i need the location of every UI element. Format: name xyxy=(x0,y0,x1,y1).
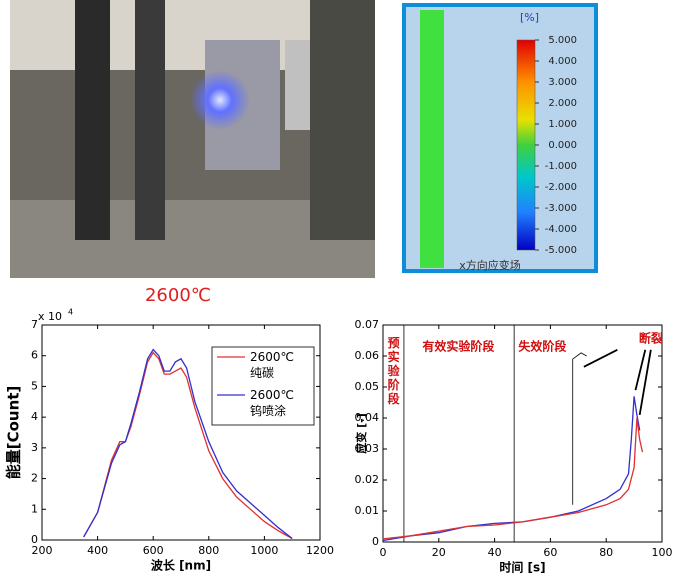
strain-field xyxy=(402,3,598,273)
photo-caption: 2600℃ xyxy=(145,285,211,306)
x-tick-label: 60 xyxy=(543,546,557,559)
y-axis-label: 能量[Count] xyxy=(5,386,23,480)
arrow xyxy=(634,349,647,391)
x-tick-label: 800 xyxy=(198,544,219,557)
y-tick-label: 0.03 xyxy=(355,442,380,455)
pointer xyxy=(572,352,587,505)
y-tick-label: 5 xyxy=(31,379,38,392)
legend-label: 2600℃钨喷涂 xyxy=(250,388,294,418)
legend-box xyxy=(211,346,315,426)
y-tick-label: 0.07 xyxy=(355,318,380,331)
colorbar-tick-label: 5.000 xyxy=(548,35,577,46)
colorbar-tick-label: 1.000 xyxy=(548,119,577,130)
colorbar-unit: [%] xyxy=(520,11,539,24)
colorbar-tick-label: -5.000 xyxy=(545,245,577,256)
data-line xyxy=(382,417,644,540)
strain-field-label: x方向应变场 xyxy=(459,258,521,272)
colorbar-tick-label: 0.000 xyxy=(548,140,577,151)
colorbar-tick-label: -2.000 xyxy=(545,182,577,193)
y-tick-label: 0 xyxy=(31,533,38,546)
x-tick-label: 100 xyxy=(652,546,673,559)
y-tick-label: 0.06 xyxy=(355,349,380,362)
y-scale: x 10 xyxy=(38,310,62,323)
annotation: 预实验阶段 xyxy=(388,336,401,406)
y-axis-label: 应变 [-] xyxy=(354,413,368,453)
y-tick-label: 7 xyxy=(31,318,38,331)
x-axis-label: 时间 [s] xyxy=(499,560,545,575)
colorbar-tick-label: -1.000 xyxy=(545,161,577,172)
data-line xyxy=(83,351,293,540)
colorbar-tick-label: 4.000 xyxy=(548,56,577,67)
plot-area xyxy=(382,324,663,543)
y-tick-label: 0.01 xyxy=(355,504,380,517)
colorbar-tick-label: -3.000 xyxy=(545,203,577,214)
y-tick-label: 1 xyxy=(31,502,38,515)
y-tick-label: 3 xyxy=(31,441,38,454)
x-tick-label: 400 xyxy=(87,544,108,557)
annotation: 断裂 xyxy=(639,331,663,346)
x-tick-label: 1200 xyxy=(306,544,334,557)
annotation: 有效实验阶段 xyxy=(422,339,495,354)
x-tick-label: 600 xyxy=(143,544,164,557)
photo xyxy=(10,0,375,278)
x-axis-label: 波长 [nm] xyxy=(151,558,211,573)
y-scale-exponent: 4 xyxy=(68,308,73,317)
x-tick-label: 0 xyxy=(380,546,387,559)
y-tick-label: 0 xyxy=(372,535,379,548)
arrow xyxy=(638,349,652,416)
legend-label: 2600℃纯碳 xyxy=(250,350,294,380)
x-tick-label: 40 xyxy=(488,546,502,559)
y-tick-label: 4 xyxy=(31,410,38,423)
data-line xyxy=(83,348,293,540)
x-tick-label: 200 xyxy=(32,544,53,557)
arrow xyxy=(583,348,618,368)
y-tick-label: 6 xyxy=(31,349,38,362)
y-tick-label: 0.02 xyxy=(355,473,380,486)
x-tick-label: 20 xyxy=(432,546,446,559)
colorbar-tick-label: -4.000 xyxy=(545,224,577,235)
x-tick-label: 80 xyxy=(599,546,613,559)
colorbar-tick-label: 3.000 xyxy=(548,77,577,88)
y-tick-label: 2 xyxy=(31,472,38,485)
colorbar-tick-label: 2.000 xyxy=(548,98,577,109)
data-line xyxy=(382,396,641,542)
y-tick-label: 0.05 xyxy=(355,380,380,393)
y-tick-label: 0.04 xyxy=(355,411,380,424)
x-tick-label: 1000 xyxy=(250,544,278,557)
annotation: 失效阶段 xyxy=(518,339,567,354)
